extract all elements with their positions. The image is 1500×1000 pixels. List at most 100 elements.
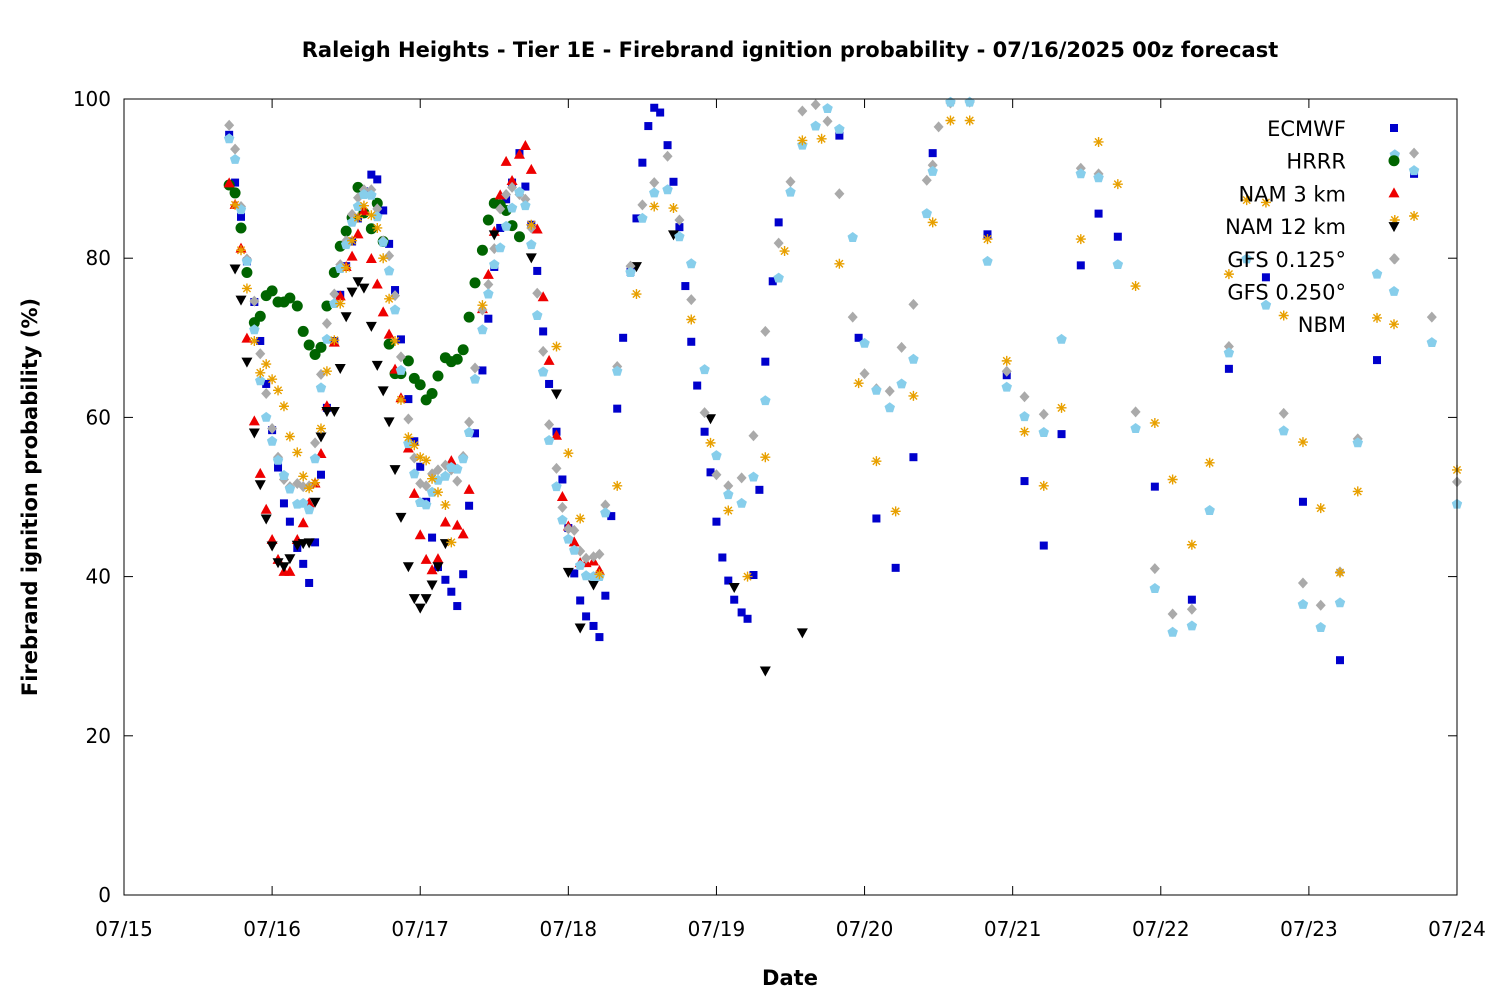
data-point	[365, 252, 377, 263]
data-point	[1261, 273, 1270, 282]
data-point	[231, 178, 240, 187]
data-point	[1001, 355, 1012, 366]
data-point	[235, 222, 247, 234]
data-point	[1075, 234, 1086, 245]
data-point	[315, 423, 326, 434]
data-point	[1057, 430, 1066, 439]
data-point	[477, 300, 488, 311]
data-point	[581, 552, 592, 564]
data-point	[884, 385, 895, 397]
x-tick-label: 07/24	[1428, 917, 1486, 941]
data-point	[982, 234, 993, 245]
data-point	[409, 440, 420, 451]
data-point	[390, 335, 401, 346]
data-point	[921, 174, 932, 186]
data-point	[521, 182, 530, 191]
data-point	[760, 325, 771, 337]
data-point	[1204, 505, 1215, 515]
data-point	[755, 485, 764, 494]
data-point	[404, 395, 413, 404]
x-tick-label: 07/20	[836, 917, 894, 941]
data-point	[686, 258, 697, 269]
data-point	[637, 212, 648, 223]
data-point	[395, 394, 406, 405]
data-point	[284, 292, 296, 304]
data-point	[723, 480, 734, 492]
data-point	[1352, 486, 1363, 497]
data-point	[303, 504, 315, 515]
data-point	[525, 163, 537, 174]
data-point	[346, 250, 358, 261]
data-point	[594, 569, 605, 580]
data-point	[550, 389, 562, 400]
data-point	[500, 220, 512, 231]
data-point	[569, 544, 580, 555]
data-point	[1186, 603, 1197, 615]
data-point	[224, 119, 235, 131]
data-point	[463, 311, 475, 323]
data-point	[1204, 457, 1215, 468]
data-point	[432, 370, 444, 382]
data-point	[463, 427, 475, 437]
data-point	[711, 450, 722, 461]
data-point	[1167, 474, 1178, 485]
data-point	[321, 317, 332, 329]
data-point	[582, 612, 591, 621]
data-point	[520, 200, 531, 211]
data-point	[254, 310, 266, 322]
data-point	[353, 212, 364, 223]
data-point	[718, 553, 727, 562]
data-point	[662, 150, 673, 162]
data-point	[760, 452, 771, 463]
data-point	[278, 562, 290, 573]
data-point	[730, 595, 739, 604]
data-point	[441, 575, 450, 584]
y-tick-label: 40	[86, 565, 111, 589]
data-point	[822, 103, 833, 113]
data-point	[896, 341, 907, 353]
data-point	[1371, 268, 1383, 279]
data-point	[432, 562, 444, 573]
data-point	[471, 429, 480, 438]
data-point	[383, 265, 395, 276]
data-point	[544, 419, 555, 431]
data-point	[230, 199, 241, 210]
data-point	[403, 413, 414, 425]
data-point	[470, 362, 481, 374]
data-point	[569, 524, 580, 536]
data-point	[601, 591, 610, 600]
y-tick-label: 60	[86, 405, 111, 429]
data-point	[310, 437, 321, 449]
data-point	[575, 560, 586, 570]
data-point	[872, 514, 881, 523]
data-point	[568, 536, 580, 547]
data-point	[440, 470, 451, 481]
data-point	[933, 121, 944, 133]
data-point	[272, 558, 284, 569]
data-point	[303, 339, 315, 351]
data-point	[249, 324, 260, 335]
data-point	[223, 177, 235, 188]
data-point	[501, 189, 512, 201]
data-point	[594, 548, 605, 560]
data-point	[428, 533, 437, 542]
data-point	[262, 379, 271, 388]
data-point	[760, 395, 771, 406]
data-point	[426, 388, 438, 400]
data-point	[650, 103, 659, 112]
data-point	[237, 212, 246, 221]
data-point	[563, 448, 574, 459]
data-point	[316, 470, 325, 479]
data-point	[532, 310, 543, 320]
data-point	[557, 514, 568, 525]
data-point	[254, 480, 266, 491]
data-point	[414, 379, 426, 391]
data-point	[371, 197, 383, 209]
data-point	[248, 428, 260, 439]
data-point	[426, 580, 438, 591]
data-point	[514, 186, 525, 197]
data-point	[711, 469, 722, 481]
data-point	[464, 416, 475, 428]
data-point	[773, 272, 784, 283]
data-point	[810, 99, 821, 111]
